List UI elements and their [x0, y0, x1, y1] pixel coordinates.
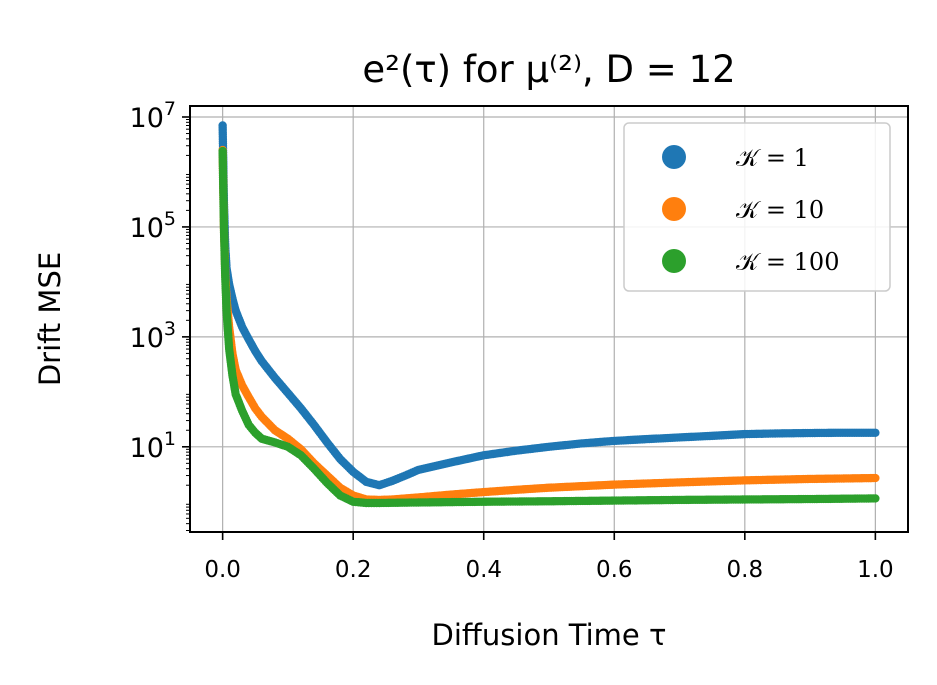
x-tick-label: 0.4	[465, 557, 502, 583]
y-tick-label: 103	[130, 318, 176, 354]
x-tick-label: 1.0	[857, 557, 894, 583]
legend-label: 𝒦 = 10	[736, 196, 824, 224]
x-tick-label: 0.6	[596, 557, 633, 583]
chart-title: e²(τ) for μ⁽²⁾, D = 12	[362, 48, 735, 91]
series-layer	[218, 121, 880, 508]
x-tick-label: 0.0	[204, 557, 241, 583]
x-axis-label: Diffusion Time τ	[432, 618, 667, 652]
legend-label: 𝒦 = 1	[736, 144, 809, 172]
legend-label: 𝒦 = 100	[736, 248, 839, 276]
x-tick-label: 0.2	[335, 557, 372, 583]
y-tick-label: 107	[130, 98, 176, 134]
x-axis: 0.0 0.2 0.4 0.6 0.8 1.0	[204, 532, 894, 583]
legend-box	[623, 122, 891, 292]
y-axis-label: Drift MSE	[33, 252, 67, 386]
data-point	[868, 473, 878, 483]
y-tick-label: 101	[130, 428, 176, 464]
y-axis: 101 103 105 107	[130, 98, 190, 532]
legend-marker	[662, 249, 686, 273]
x-tick-label: 0.8	[727, 557, 764, 583]
legend-marker	[662, 145, 686, 169]
series-2	[218, 145, 880, 505]
series-3	[218, 146, 880, 508]
legend: 𝒦 = 1 𝒦 = 10 𝒦 = 100	[623, 122, 891, 292]
data-point	[868, 494, 878, 503]
legend-marker	[662, 197, 686, 221]
grid	[190, 106, 908, 532]
plot-frame	[189, 105, 909, 533]
y-tick-label: 105	[130, 208, 176, 244]
data-point	[868, 428, 878, 437]
